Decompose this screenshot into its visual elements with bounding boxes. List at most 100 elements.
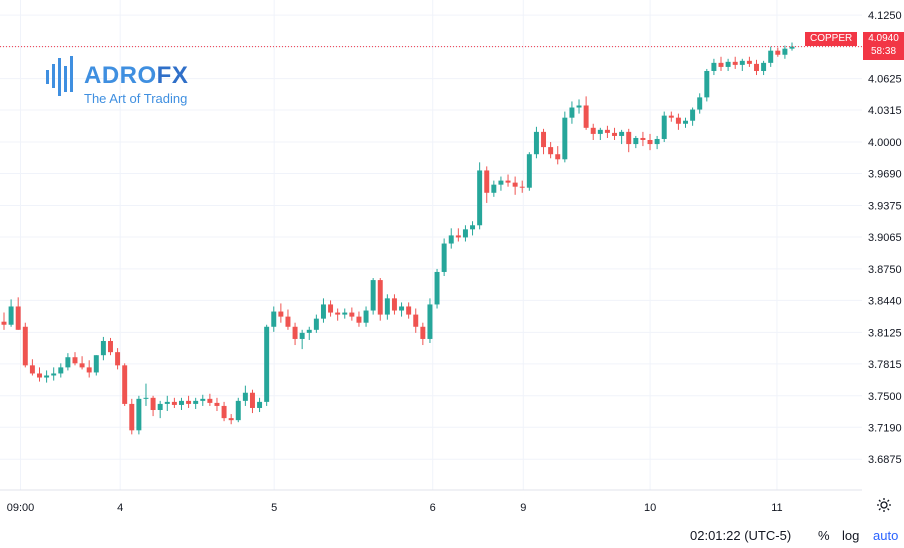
candle-body — [15, 306, 21, 330]
candle-body — [370, 280, 376, 311]
candle — [186, 395, 192, 408]
candle — [171, 397, 177, 408]
candle-body — [647, 140, 653, 145]
candle — [768, 46, 774, 67]
symbol-tag: COPPER — [805, 32, 858, 46]
candle — [150, 395, 156, 417]
candle-body — [235, 400, 241, 421]
bar-countdown: 58:38 — [870, 46, 897, 57]
candle — [725, 58, 731, 71]
candle — [313, 314, 319, 333]
candle-body — [44, 375, 50, 378]
candle-body — [512, 182, 518, 187]
candle-body — [193, 400, 199, 404]
candle — [597, 127, 603, 141]
candle — [420, 322, 426, 346]
candle — [320, 298, 326, 323]
candle-body — [470, 225, 476, 230]
candle-body — [391, 298, 397, 311]
candle-body — [441, 243, 447, 272]
y-tick-label: 3.9375 — [868, 200, 902, 212]
candle-body — [789, 46, 795, 49]
candle — [349, 307, 355, 321]
logo-bars-icon — [46, 56, 73, 96]
candle — [683, 117, 688, 128]
y-tick-label: 4.0315 — [868, 105, 902, 117]
candle — [207, 393, 213, 406]
candle — [604, 125, 610, 138]
candle-body — [335, 312, 341, 315]
candle-body — [583, 105, 589, 128]
candle-body — [115, 352, 121, 366]
candle — [51, 367, 57, 381]
candle-body — [157, 403, 163, 411]
candle-body — [732, 61, 738, 65]
candle — [470, 221, 476, 236]
candle — [619, 129, 625, 145]
candle-body — [555, 154, 561, 160]
candle — [519, 180, 525, 193]
candle — [583, 96, 589, 130]
candle — [271, 306, 277, 332]
candle — [37, 367, 42, 382]
candle — [612, 127, 618, 141]
candle — [79, 356, 85, 370]
candle-body — [292, 326, 298, 339]
candle-body — [597, 129, 603, 134]
y-tick-label: 3.6875 — [868, 454, 902, 466]
candle-body — [619, 131, 625, 136]
y-tick-label: 3.7500 — [868, 391, 902, 403]
candle — [242, 385, 248, 406]
candle — [782, 45, 788, 59]
gear-icon[interactable] — [876, 497, 892, 513]
candle — [455, 228, 461, 242]
candle — [193, 397, 199, 409]
candle — [448, 228, 454, 249]
candle-body — [136, 398, 142, 431]
candle — [505, 174, 511, 187]
candle — [136, 395, 142, 435]
y-tick-label: 3.8750 — [868, 264, 902, 276]
candle-body — [768, 50, 774, 63]
candle-body — [782, 48, 788, 55]
candle-body — [718, 62, 724, 67]
candle-body — [178, 400, 184, 405]
candle-body — [93, 355, 99, 373]
candle — [370, 278, 376, 315]
candle — [541, 128, 547, 155]
candle — [384, 294, 390, 320]
candle-body — [384, 298, 390, 315]
last-price-value: 4.0940 — [868, 33, 899, 44]
candle — [484, 166, 490, 203]
candle-body — [399, 306, 405, 311]
candle — [569, 101, 575, 124]
candle — [640, 131, 646, 147]
candle — [746, 56, 752, 67]
clock-display[interactable]: 02:01:22 (UTC-5) — [690, 528, 792, 543]
candle-body — [200, 398, 206, 401]
candle — [235, 397, 241, 423]
candle-body — [477, 170, 483, 226]
candle — [377, 278, 383, 321]
candle-body — [533, 131, 539, 155]
candle — [8, 299, 14, 327]
y-tick-label: 3.8125 — [868, 327, 902, 339]
candle — [65, 353, 71, 371]
candle-body — [22, 326, 28, 366]
candle-body — [264, 326, 270, 402]
auto-toggle[interactable]: auto — [873, 528, 899, 543]
percent-toggle[interactable]: % — [818, 528, 830, 543]
candle-body — [313, 318, 319, 330]
log-toggle[interactable]: log — [842, 528, 860, 543]
candle-body — [328, 304, 334, 313]
x-tick-label: 10 — [644, 502, 656, 514]
candle-body — [640, 137, 646, 141]
y-tick-label: 3.9690 — [868, 168, 902, 180]
candle-body — [420, 326, 426, 339]
candle — [29, 359, 35, 376]
candle-body — [143, 397, 149, 399]
candle — [249, 389, 255, 414]
candle — [654, 135, 660, 150]
candle-body — [228, 418, 234, 421]
